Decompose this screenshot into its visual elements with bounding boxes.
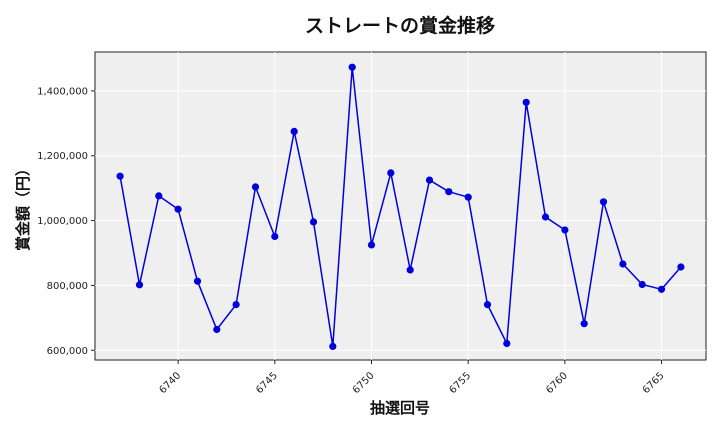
data-point [155,192,163,200]
data-point [406,266,414,274]
data-point [425,176,434,184]
data-point [638,280,646,289]
data-point [135,281,144,289]
series-layer [116,63,685,350]
y-tick-label: 1,000,000 [37,216,88,227]
data-point [309,218,318,226]
plot-area [94,51,707,361]
y-tick-label: 800,000 [47,281,88,292]
data-point [657,285,666,293]
data-point [174,205,182,213]
data-point [271,232,279,241]
x-tick-label: 6740 [157,370,183,396]
y-axis-label: 賞金額（円） [14,161,32,251]
data-point [445,188,453,196]
data-point [367,241,376,249]
data-point [251,183,260,191]
data-point [503,339,511,348]
data-point [290,127,298,135]
data-point [561,226,569,234]
x-axis-label: 抽選回号 [370,399,430,417]
y-tick-label: 600,000 [47,346,88,357]
data-point [522,98,530,106]
data-point [213,325,221,334]
data-point [232,301,240,309]
chart-title: ストレートの賞金推移 [305,14,495,37]
x-tick-label: 6765 [641,370,667,396]
data-point [464,193,472,201]
data-point [387,169,395,177]
data-point [677,263,685,271]
y-tick-label: 1,400,000 [37,86,88,97]
data-point [329,342,337,350]
data-point [599,198,608,206]
data-point [580,320,588,328]
data-point [116,172,124,180]
data-point [541,213,550,221]
series-line [119,67,682,347]
data-point [193,277,202,285]
y-tick-label: 1,200,000 [37,151,88,162]
x-tick-label: 6750 [351,370,377,396]
x-tick-label: 6745 [254,370,280,396]
data-point [348,63,356,71]
data-point [619,260,627,268]
x-tick-label: 6755 [448,370,474,396]
data-point [483,301,492,309]
x-tick-label: 6760 [544,370,570,396]
